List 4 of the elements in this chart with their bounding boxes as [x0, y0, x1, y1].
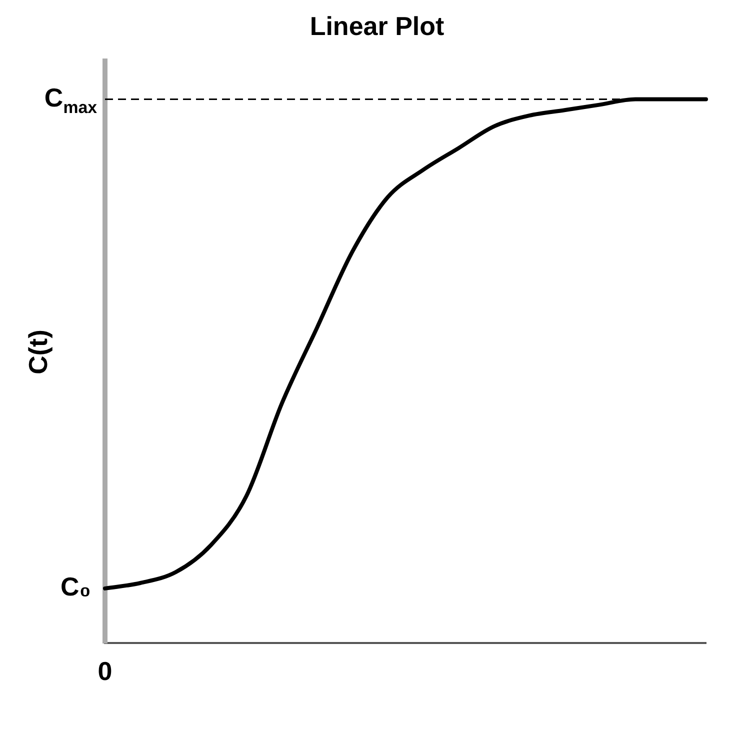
chart-title: Linear Plot	[310, 10, 445, 41]
y-axis-title: C(t)	[22, 330, 53, 374]
text: 0	[98, 656, 112, 686]
text: C₀	[60, 572, 92, 602]
